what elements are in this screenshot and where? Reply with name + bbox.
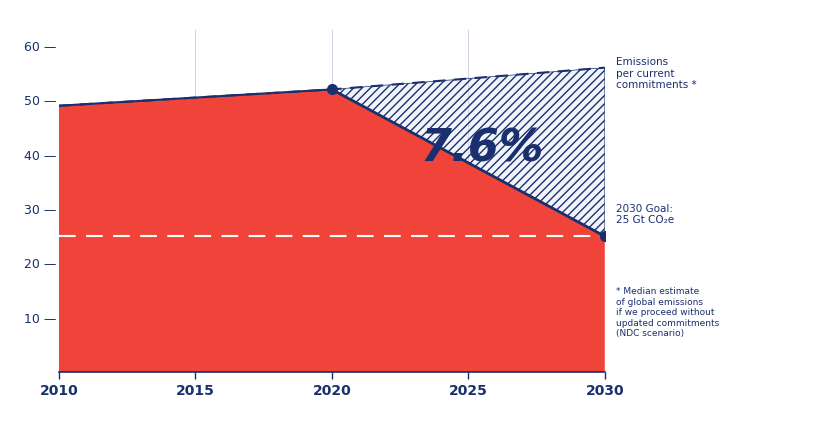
Polygon shape [59, 89, 605, 372]
Text: 7.6%: 7.6% [420, 128, 543, 171]
Text: Emissions
per current
commitments *: Emissions per current commitments * [616, 57, 696, 90]
Text: * Median estimate
of global emissions
if we proceed without
updated commitments
: * Median estimate of global emissions if… [616, 287, 719, 338]
Polygon shape [332, 68, 605, 236]
Text: 2030 Goal:
25 Gt CO₂e: 2030 Goal: 25 Gt CO₂e [616, 204, 674, 225]
